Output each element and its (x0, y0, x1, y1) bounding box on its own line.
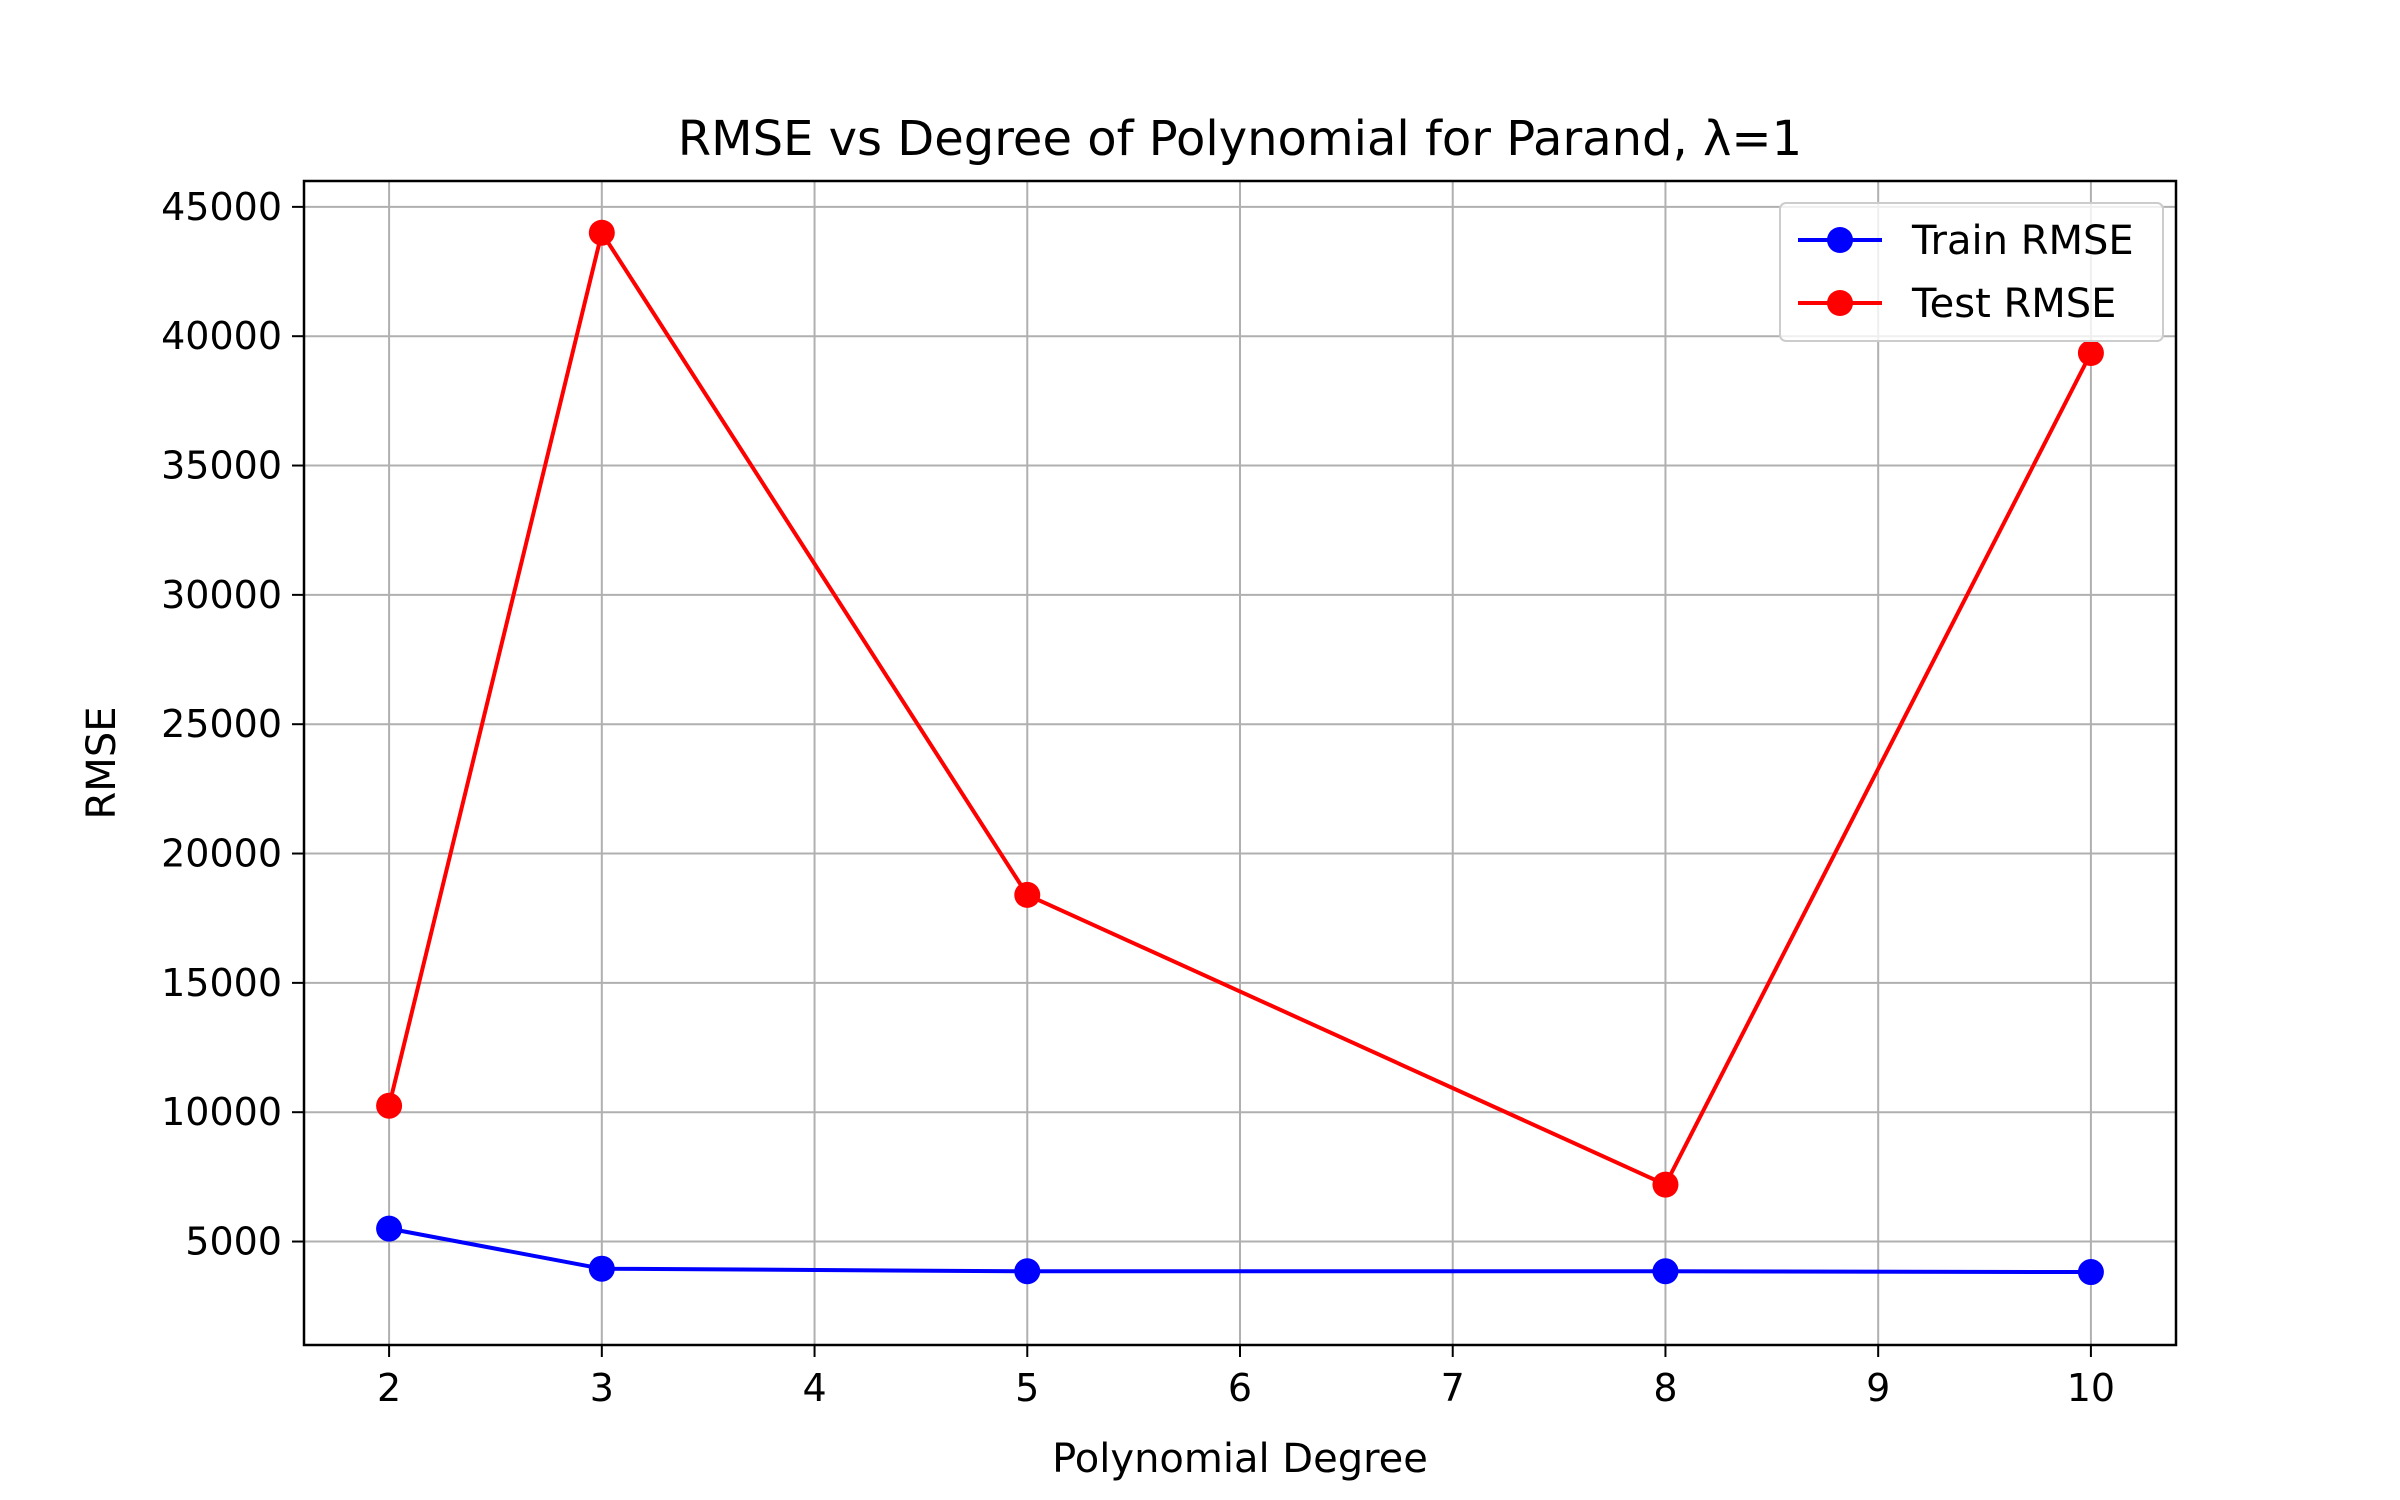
series-train-rmse (376, 1215, 2104, 1286)
legend-marker (1827, 227, 1853, 253)
legend-marker (1827, 290, 1853, 316)
y-tick-label: 40000 (161, 314, 282, 358)
series-test-rmse (376, 219, 2104, 1198)
x-axis-ticks: 2 3 4 5 6 7 8 9 10 (377, 1345, 2115, 1410)
x-tick-label: 4 (802, 1366, 826, 1410)
legend-item: Test RMSE (1798, 281, 2116, 327)
y-axis-title: RMSE (79, 707, 125, 820)
y-tick-label: 30000 (161, 573, 282, 617)
data-point (376, 1215, 403, 1242)
y-tick-label: 15000 (161, 961, 282, 1005)
x-tick-label: 7 (1441, 1366, 1465, 1410)
y-tick-label: 45000 (161, 185, 282, 229)
x-tick-label: 3 (590, 1366, 614, 1410)
data-point (2077, 340, 2104, 367)
y-tick-label: 25000 (161, 702, 282, 746)
grid-lines (304, 181, 2176, 1345)
legend-item: Train RMSE (1798, 218, 2134, 264)
legend-label: Test RMSE (1911, 281, 2116, 327)
data-point (376, 1092, 403, 1119)
legend: Train RMSE Test RMSE (1779, 202, 2164, 342)
x-tick-label: 6 (1228, 1366, 1252, 1410)
x-axis-title: Polynomial Degree (1052, 1436, 1428, 1482)
y-axis-ticks: 5000 10000 15000 20000 25000 30000 35000 40000 4… (161, 185, 304, 1264)
data-point (1014, 881, 1041, 908)
data-point (2077, 1259, 2104, 1286)
data-point (1014, 1258, 1041, 1285)
y-tick-label: 20000 (161, 832, 282, 876)
legend-box (1779, 202, 2164, 342)
chart-title: RMSE vs Degree of Polynomial for Parand,… (678, 111, 1802, 167)
y-tick-label: 5000 (185, 1220, 282, 1264)
x-tick-label: 2 (377, 1366, 401, 1410)
x-tick-label: 9 (1866, 1366, 1890, 1410)
y-tick-label: 35000 (161, 444, 282, 488)
series-layer (376, 219, 2104, 1286)
data-point (588, 219, 615, 246)
x-tick-label: 10 (2067, 1366, 2115, 1410)
data-point (1652, 1258, 1679, 1285)
legend-label: Train RMSE (1911, 218, 2134, 264)
data-point (1652, 1171, 1679, 1198)
y-tick-label: 10000 (161, 1090, 282, 1134)
data-point (588, 1255, 615, 1282)
x-tick-label: 8 (1653, 1366, 1677, 1410)
x-tick-label: 5 (1015, 1366, 1039, 1410)
